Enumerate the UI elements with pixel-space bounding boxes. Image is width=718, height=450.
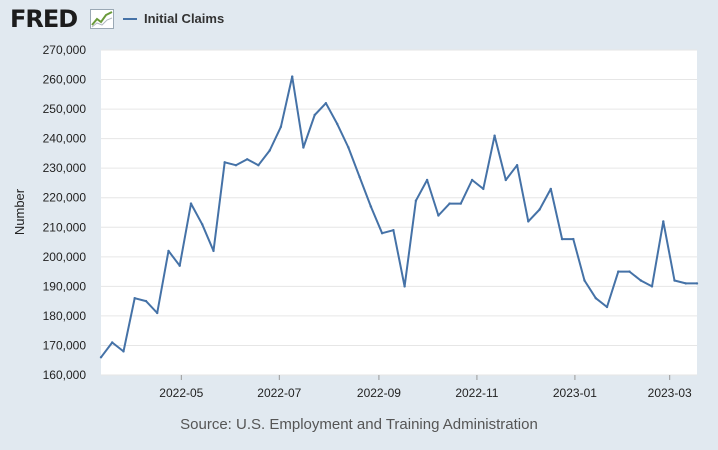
y-tick-label: 260,000: [43, 73, 87, 87]
x-axis-tick-labels: 2022-05 2022-07 2022-09 2022-11 2023-01 2023-…: [159, 375, 692, 400]
y-tick-label: 210,000: [43, 220, 87, 234]
fred-logo[interactable]: FRED: [10, 5, 78, 33]
x-tick-label: 2023-01: [553, 386, 597, 400]
data-point[interactable]: [673, 279, 676, 282]
y-tick-label: 200,000: [43, 250, 87, 264]
data-point[interactable]: [662, 220, 665, 223]
data-point[interactable]: [156, 311, 159, 315]
data-point[interactable]: [684, 282, 687, 285]
series-line-initial-claims: [100, 75, 697, 358]
data-point[interactable]: [515, 164, 519, 167]
data-point[interactable]: [650, 285, 654, 288]
data-point[interactable]: [594, 297, 597, 300]
data-point[interactable]: [358, 175, 361, 179]
data-point[interactable]: [482, 187, 485, 191]
data-point[interactable]: [583, 279, 586, 282]
data-point[interactable]: [493, 134, 496, 137]
x-tick-label: 2022-07: [257, 386, 301, 400]
data-point[interactable]: [223, 161, 226, 164]
data-point[interactable]: [459, 202, 462, 205]
data-point[interactable]: [392, 229, 395, 232]
y-axis-tick-labels: 160,000 170,000 180,000 190,000 200,000 210,0…: [43, 43, 87, 382]
data-point[interactable]: [549, 187, 552, 191]
data-point[interactable]: [133, 297, 136, 300]
data-point[interactable]: [527, 220, 530, 223]
data-point[interactable]: [437, 214, 440, 217]
y-tick-label: 240,000: [43, 132, 87, 146]
data-point[interactable]: [695, 282, 699, 285]
data-point[interactable]: [470, 178, 474, 182]
series-points: [99, 75, 699, 359]
data-point[interactable]: [380, 232, 384, 235]
legend-swatch: [123, 18, 137, 20]
data-point[interactable]: [639, 279, 642, 282]
grid-lines: [101, 49, 697, 376]
y-tick-label: 270,000: [43, 43, 87, 57]
data-point[interactable]: [425, 178, 429, 182]
y-axis-title: Number: [12, 188, 27, 235]
x-tick-label: 2022-11: [455, 386, 498, 400]
data-point[interactable]: [246, 158, 249, 161]
data-point[interactable]: [234, 164, 238, 167]
y-tick-label: 190,000: [43, 279, 87, 293]
data-point[interactable]: [291, 75, 294, 78]
data-point[interactable]: [572, 237, 575, 241]
data-point[interactable]: [178, 264, 181, 267]
y-tick-label: 250,000: [43, 102, 87, 116]
data-point[interactable]: [403, 285, 406, 288]
data-point[interactable]: [201, 223, 204, 226]
chart-header: FRED Initial Claims: [0, 0, 718, 40]
plot-background: [101, 50, 697, 375]
y-tick-label: 220,000: [43, 191, 87, 205]
x-tick-label: 2022-09: [357, 386, 401, 400]
data-point[interactable]: [279, 125, 283, 128]
trend-chart-icon: [90, 9, 114, 29]
data-point[interactable]: [504, 178, 507, 182]
data-point[interactable]: [324, 102, 328, 105]
data-point[interactable]: [122, 350, 125, 353]
data-point[interactable]: [617, 270, 620, 273]
x-tick-label: 2023-03: [648, 386, 692, 400]
line-chart: 160,000 170,000 180,000 190,000 200,000 210,0…: [12, 43, 699, 400]
data-point[interactable]: [369, 205, 373, 208]
y-tick-label: 180,000: [43, 309, 87, 323]
y-tick-label: 170,000: [43, 338, 87, 352]
data-point[interactable]: [167, 249, 170, 253]
data-point[interactable]: [538, 208, 541, 211]
y-tick-label: 160,000: [43, 368, 87, 382]
data-point[interactable]: [336, 122, 339, 126]
legend-label[interactable]: Initial Claims: [144, 11, 225, 26]
source-note: Source: U.S. Employment and Training Adm…: [180, 416, 538, 433]
data-point[interactable]: [605, 305, 609, 309]
data-point[interactable]: [111, 341, 114, 344]
data-point[interactable]: [189, 202, 193, 205]
data-point[interactable]: [99, 356, 103, 359]
y-tick-label: 230,000: [43, 161, 87, 175]
data-point[interactable]: [268, 149, 271, 152]
data-point[interactable]: [302, 146, 305, 149]
data-point[interactable]: [448, 202, 451, 205]
data-point[interactable]: [560, 237, 564, 241]
data-point[interactable]: [212, 249, 215, 253]
data-point[interactable]: [414, 199, 418, 202]
data-point[interactable]: [628, 270, 631, 273]
data-point[interactable]: [347, 146, 350, 149]
data-point[interactable]: [257, 164, 260, 167]
data-point[interactable]: [144, 299, 148, 303]
data-point[interactable]: [313, 113, 316, 117]
x-tick-label: 2022-05: [159, 386, 203, 400]
